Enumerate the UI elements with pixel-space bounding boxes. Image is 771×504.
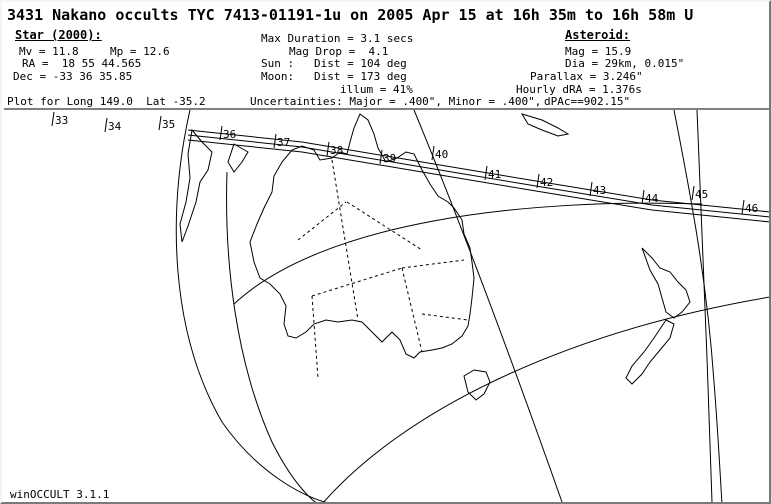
asteroid-parallax: Parallax = 3.246" — [530, 70, 643, 83]
star-mv: Mv = 11.8 — [19, 45, 79, 58]
meridian-line — [413, 109, 563, 502]
time-tick — [431, 145, 435, 161]
event-title: 3431 Nakano occults TYC 7413-01191-1u on… — [7, 6, 694, 24]
path-north-limit — [187, 129, 769, 213]
time-tick-label: 41 — [488, 168, 501, 181]
meridian-line — [226, 171, 317, 502]
australia-coastline — [249, 113, 475, 359]
time-tick-label: 40 — [435, 148, 448, 161]
asteroid-header: Asteroid: — [565, 28, 631, 42]
latitude-line — [323, 296, 769, 502]
time-tick — [641, 189, 645, 205]
asteroid-mag: Mag = 15.9 — [565, 45, 632, 58]
new-zealand-north-island — [641, 247, 691, 319]
time-tick — [273, 133, 277, 149]
uncertainties: Uncertainties: Major = .400", Minor = .4… — [250, 95, 542, 108]
meridian-line — [696, 109, 713, 502]
time-tick — [51, 111, 55, 127]
time-tick-label: 39 — [383, 152, 396, 165]
moon-distance: Moon: Dist = 173 deg — [261, 70, 407, 83]
time-tick — [326, 141, 330, 157]
time-tick-label: 37 — [277, 136, 290, 149]
time-tick — [104, 117, 108, 133]
time-tick-label: 38 — [330, 144, 343, 157]
earth-limb-right — [673, 109, 723, 502]
time-tick-group: 33 34 35 36 37 38 39 40 41 42 43 44 45 46 — [51, 111, 758, 215]
asteroid-hourly-dra: Hourly dRA = 1.376s — [516, 83, 642, 96]
indonesia-coastline — [179, 128, 213, 243]
time-tick — [158, 115, 162, 131]
mag-drop: Mag Drop = 4.1 — [289, 45, 389, 58]
time-tick — [741, 199, 745, 215]
moon-illumination: illum = 41% — [340, 83, 413, 96]
path-centre-line — [187, 134, 769, 218]
time-tick-label: 36 — [223, 128, 236, 141]
new-zealand-south-island — [625, 319, 675, 385]
plot-location: Plot for Long 149.0 Lat -35.2 — [7, 95, 206, 108]
star-mp: Mp = 12.6 — [110, 45, 170, 58]
state-boundaries — [297, 159, 469, 379]
time-tick — [589, 181, 593, 197]
time-tick-label: 42 — [540, 176, 553, 189]
new-guinea-coastline — [520, 113, 570, 137]
time-tick-label: 44 — [645, 192, 659, 205]
time-tick-label: 43 — [593, 184, 606, 197]
program-footer: winOCCULT 3.1.1 — [10, 488, 109, 501]
star-dec: Dec = -33 36 35.85 — [13, 70, 133, 83]
time-tick-label: 34 — [108, 120, 122, 133]
time-tick-label: 45 — [695, 188, 708, 201]
time-tick — [219, 125, 223, 141]
time-tick-label: 35 — [162, 118, 175, 131]
island-coastline — [227, 143, 249, 173]
sun-distance: Sun : Dist = 104 deg — [261, 57, 407, 70]
time-tick — [484, 165, 488, 181]
time-tick-label: 46 — [745, 202, 758, 215]
tasmania-coastline — [463, 369, 491, 401]
star-ra: RA = 18 55 44.565 — [22, 57, 142, 70]
latitude-line — [233, 202, 703, 305]
star-header: Star (2000): — [15, 28, 102, 42]
asteroid-diameter: Dia = 29km, 0.015" — [565, 57, 685, 70]
time-tick — [536, 173, 540, 189]
earth-limb — [175, 109, 327, 502]
asteroid-dpa: dPAc==902.15" — [544, 95, 631, 108]
time-tick — [691, 185, 695, 201]
max-duration: Max Duration = 3.1 secs — [261, 32, 414, 45]
time-tick-label: 33 — [55, 114, 68, 127]
time-tick — [379, 149, 383, 165]
path-south-limit — [187, 139, 769, 223]
